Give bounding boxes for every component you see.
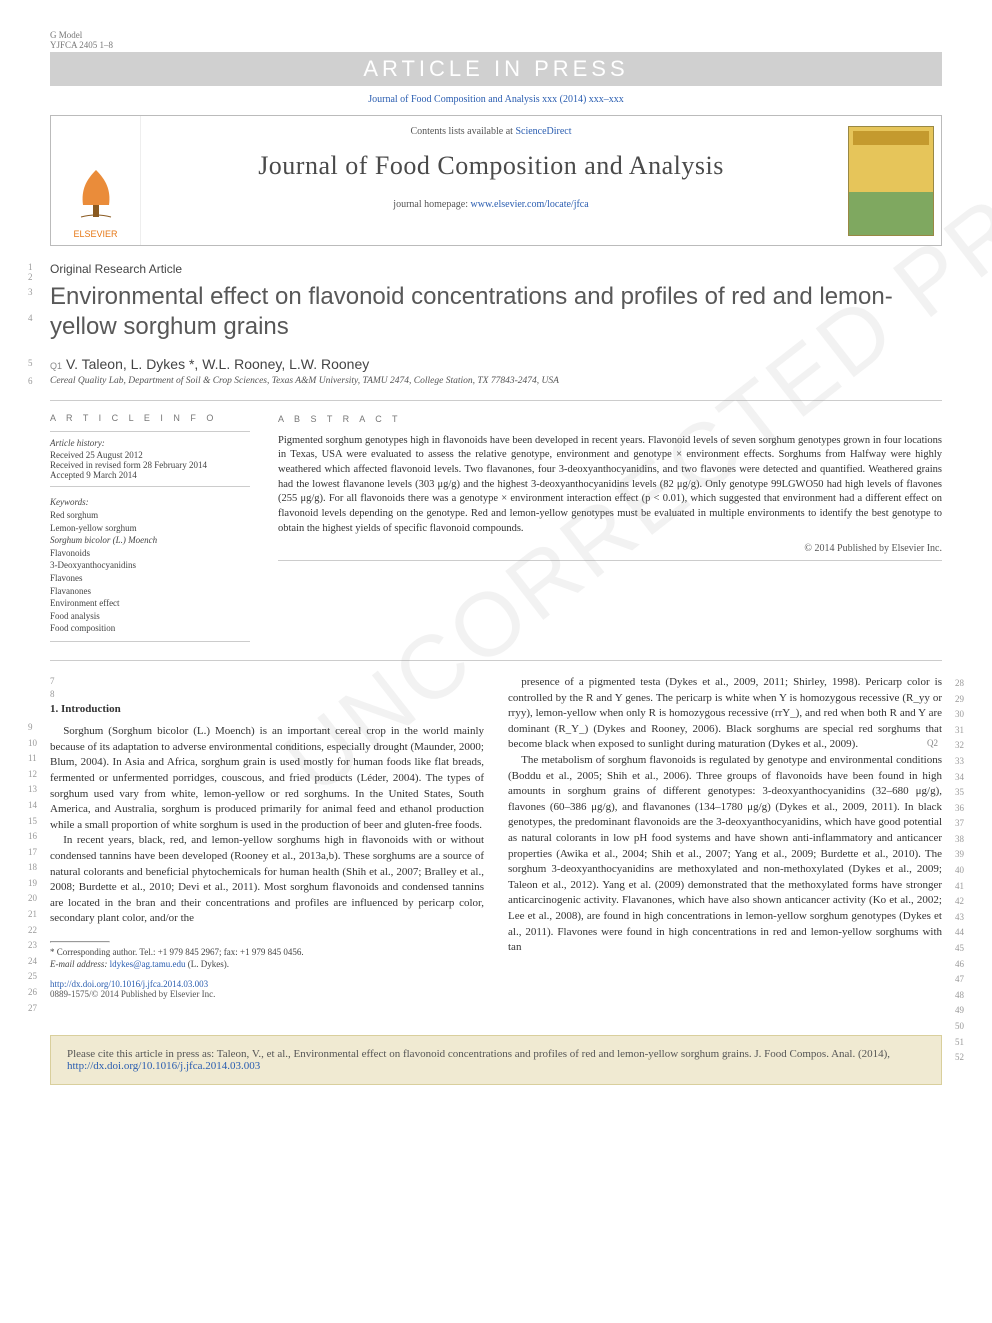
journal-cover-block — [841, 116, 941, 245]
journal-cover-thumbnail — [848, 126, 934, 236]
right-para-1: presence of a pigmented testa (Dykes et … — [508, 675, 942, 753]
q1-marker: Q1 — [50, 361, 62, 371]
article-in-press-banner: ARTICLE IN PRESS — [50, 52, 942, 86]
publisher-logo-block: ELSEVIER — [51, 116, 141, 245]
keyword: 3-Deoxyanthocyanidins — [50, 559, 250, 572]
abstract-copyright: © 2014 Published by Elsevier Inc. — [278, 542, 942, 556]
abstract-divider — [278, 560, 942, 561]
accepted-date: Accepted 9 March 2014 — [50, 470, 250, 480]
keyword: Red sorghum — [50, 509, 250, 522]
history-heading: Article history: — [50, 438, 250, 448]
keyword: Lemon-yellow sorghum — [50, 522, 250, 535]
line-number: 4 — [28, 312, 33, 326]
footer-rule — [50, 941, 110, 943]
left-column: 78 1. Introduction Sorghum (Sorghum bico… — [50, 675, 484, 927]
publisher-name: ELSEVIER — [73, 229, 117, 239]
email-label: E-mail address: — [50, 959, 110, 969]
citation-box: Please cite this article in press as: Ta… — [50, 1035, 942, 1085]
right-text-1: presence of a pigmented testa (Dykes et … — [508, 676, 942, 750]
revised-date: Received in revised form 28 February 201… — [50, 460, 250, 470]
received-date: Received 25 August 2012 — [50, 450, 250, 460]
doi-line: http://dx.doi.org/10.1016/j.jfca.2014.03… — [50, 979, 484, 989]
masthead-divider — [50, 245, 942, 246]
keyword: Sorghum bicolor (L.) Moench — [50, 534, 250, 547]
sciencedirect-link[interactable]: ScienceDirect — [515, 126, 571, 137]
homepage-prefix: journal homepage: — [393, 199, 470, 210]
homepage-url[interactable]: www.elsevier.com/locate/jfca — [471, 199, 589, 210]
keyword: Food composition — [50, 622, 250, 635]
keyword: Flavones — [50, 572, 250, 585]
journal-title: Journal of Food Composition and Analysis — [149, 151, 833, 181]
line-number: 6 — [28, 376, 33, 386]
intro-para-1: Sorghum (Sorghum bicolor (L.) Moench) is… — [50, 724, 484, 833]
elsevier-tree-icon — [71, 165, 121, 225]
affiliation: Cereal Quality Lab, Department of Soil &… — [50, 376, 942, 386]
article-history-block: Article history: Received 25 August 2012… — [50, 431, 250, 487]
journal-center-block: Contents lists available at ScienceDirec… — [141, 116, 841, 245]
line-number: 12 — [28, 262, 33, 282]
email-link[interactable]: ldykes@ag.tamu.edu — [110, 959, 186, 969]
q2-marker: Q2 — [914, 737, 938, 750]
journal-homepage-line: journal homepage: www.elsevier.com/locat… — [149, 199, 833, 210]
contents-available-line: Contents lists available at ScienceDirec… — [149, 126, 833, 137]
line-number: 3 — [28, 286, 33, 300]
right-line-numbers: 2829303132333435363738394041424344454647… — [955, 677, 964, 1067]
g-model-label: G Model — [50, 30, 942, 40]
right-column: presence of a pigmented testa (Dykes et … — [508, 675, 942, 956]
authors-text: V. Taleon, L. Dykes *, W.L. Rooney, L.W.… — [66, 356, 369, 372]
intro-para-2: In recent years, black, red, and lemon-y… — [50, 833, 484, 927]
doc-id: YJFCA 2405 1–8 — [50, 40, 942, 50]
journal-masthead: ELSEVIER Contents lists available at Sci… — [50, 115, 942, 245]
article-info-heading: A R T I C L E I N F O — [50, 413, 250, 423]
abstract-column: A B S T R A C T Pigmented sorghum genoty… — [278, 413, 942, 642]
keyword: Food analysis — [50, 610, 250, 623]
article-type-label: Original Research Article — [50, 262, 942, 276]
info-bottom-divider — [50, 660, 942, 661]
email-paren: (L. Dykes). — [185, 959, 229, 969]
citebox-text: Please cite this article in press as: Ta… — [67, 1048, 890, 1060]
abstract-heading: A B S T R A C T — [278, 413, 942, 426]
corresponding-author: * Corresponding author. Tel.: +1 979 845… — [50, 947, 484, 957]
article-info-column: A R T I C L E I N F O Article history: R… — [50, 413, 250, 642]
keywords-heading: Keywords: — [50, 497, 250, 507]
citebox-doi-link[interactable]: http://dx.doi.org/10.1016/j.jfca.2014.03… — [67, 1060, 260, 1072]
keyword: Flavonoids — [50, 547, 250, 560]
abstract-text: Pigmented sorghum genotypes high in flav… — [278, 434, 942, 537]
right-para-2: The metabolism of sorghum flavonoids is … — [508, 753, 942, 956]
section-1-heading: 1. Introduction — [50, 702, 484, 718]
line-number: 5 — [28, 358, 33, 368]
left-line-numbers: 9101112131415161718192021222324252627 — [28, 721, 37, 1017]
line-number-78: 78 — [50, 675, 484, 701]
doi-link[interactable]: http://dx.doi.org/10.1016/j.jfca.2014.03… — [50, 979, 208, 989]
article-title: Environmental effect on flavonoid concen… — [50, 282, 942, 342]
email-line: E-mail address: ldykes@ag.tamu.edu (L. D… — [50, 959, 484, 969]
keyword: Environment effect — [50, 597, 250, 610]
issn-copyright: 0889-1575/© 2014 Published by Elsevier I… — [50, 989, 484, 999]
footer-block: * Corresponding author. Tel.: +1 979 845… — [50, 941, 484, 999]
journal-reference-line: Journal of Food Composition and Analysis… — [50, 94, 942, 105]
contents-prefix: Contents lists available at — [410, 126, 515, 137]
authors-line: Q1 V. Taleon, L. Dykes *, W.L. Rooney, L.… — [50, 356, 942, 372]
keyword: Flavanones — [50, 585, 250, 598]
keywords-block: Keywords: Red sorghum Lemon-yellow sorgh… — [50, 497, 250, 642]
affil-divider — [50, 400, 942, 401]
